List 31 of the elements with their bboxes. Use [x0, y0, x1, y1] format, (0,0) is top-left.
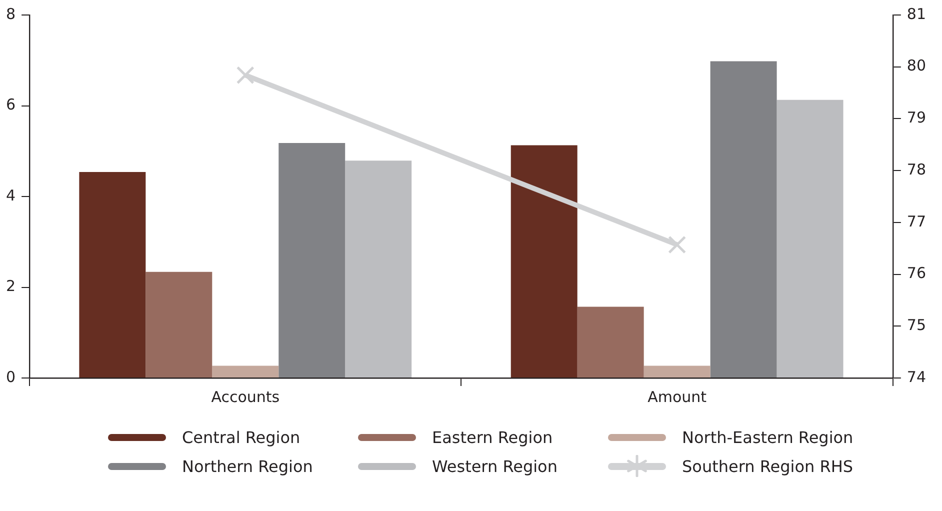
y2-tick-label: 77 [906, 212, 926, 230]
legend-label: Northern Region [182, 457, 313, 476]
bar [710, 61, 777, 378]
bar [212, 366, 279, 378]
legend-label: Central Region [182, 428, 300, 447]
y-tick-label: 0 [6, 368, 16, 386]
x-tick-label: Accounts [211, 388, 280, 406]
y2-tick-label: 79 [906, 108, 926, 127]
legend-label: North-Eastern Region [682, 428, 854, 447]
y2-tick-label: 78 [906, 160, 926, 178]
legend-label: Eastern Region [432, 428, 553, 447]
bar [776, 100, 844, 378]
y2-tick-label: 75 [906, 316, 926, 334]
x-tick-label: Amount [648, 388, 707, 406]
bar [510, 145, 578, 378]
y2-tick-label: 76 [906, 264, 926, 282]
y-tick-label: 4 [6, 186, 16, 204]
bar [146, 272, 212, 378]
legend-label: Southern Region RHS [682, 457, 854, 476]
bar [79, 172, 146, 378]
bar [345, 160, 412, 378]
bar [644, 366, 710, 378]
legend-label: Western Region [432, 457, 558, 476]
y-tick-label: 8 [6, 4, 16, 23]
y2-tick-label: 81 [906, 4, 926, 23]
y2-tick-label: 74 [906, 368, 926, 386]
y2-tick-label: 80 [906, 56, 926, 75]
bar [577, 306, 644, 378]
bar [278, 142, 346, 378]
y-tick-label: 6 [6, 96, 16, 114]
y-tick-label: 2 [6, 277, 16, 296]
